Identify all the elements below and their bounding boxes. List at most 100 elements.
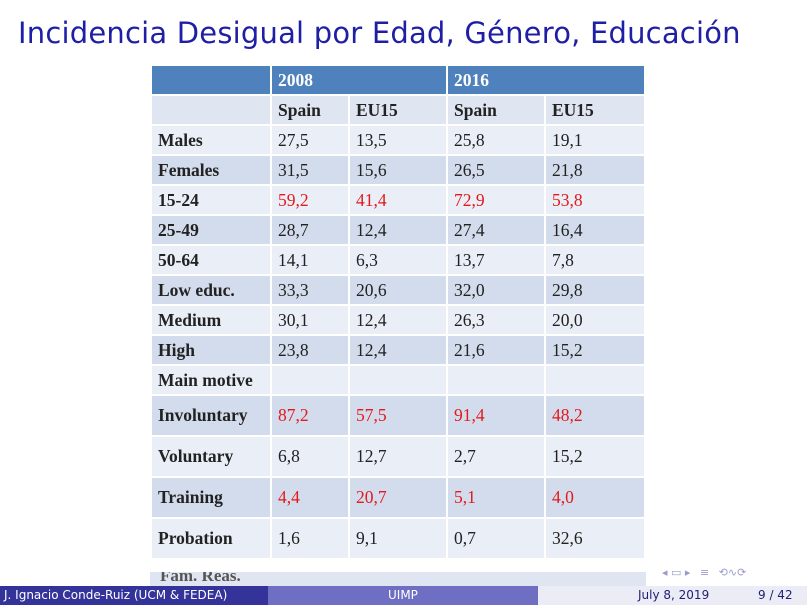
table-cell: 27,4 — [448, 216, 544, 246]
table-cell: 12,4 — [350, 336, 446, 366]
corner-cell — [152, 66, 270, 96]
year-header-2016: 2016 — [448, 66, 644, 96]
table-cell: 32,6 — [546, 519, 644, 560]
table-row: 50-64 14,1 6,3 13,7 7,8 — [152, 246, 644, 276]
table-cell: 7,8 — [546, 246, 644, 276]
slide-title: Incidencia Desigual por Edad, Género, Ed… — [18, 16, 741, 50]
table-row: Probation 1,6 9,1 0,7 32,6 — [152, 519, 644, 560]
table-cell: 0,7 — [448, 519, 544, 560]
cutoff-row-label: Fam. Reas. — [160, 572, 241, 585]
col-header-spain-2008: Spain — [272, 96, 348, 126]
nav-search-icon[interactable]: ⟲∿⟳ — [718, 566, 747, 579]
footer-bar: J. Ignacio Conde-Ruiz (UCM & FEDEA) UIMP… — [0, 586, 807, 605]
table-cell: 16,4 — [546, 216, 644, 246]
row-label: Low educ. — [152, 276, 270, 306]
table-cell: 15,2 — [546, 437, 644, 478]
table-row: 15-24 59,2 41,4 72,9 53,8 — [152, 186, 644, 216]
table-row: Females 31,5 15,6 26,5 21,8 — [152, 156, 644, 186]
footer-author-section: J. Ignacio Conde-Ruiz (UCM & FEDEA) — [0, 586, 268, 605]
table-cell: 1,6 — [272, 519, 348, 560]
table-cell — [448, 366, 544, 396]
table-row: Involuntary 87,2 57,5 91,4 48,2 — [152, 396, 644, 437]
row-label: Males — [152, 126, 270, 156]
footer-date-section: July 8, 2019 9 / 42 — [538, 586, 807, 605]
table-cell: 30,1 — [272, 306, 348, 336]
table-cell: 53,8 — [546, 186, 644, 216]
col-header-spain-2016: Spain — [448, 96, 544, 126]
table-cell: 5,1 — [448, 478, 544, 519]
table-cell: 26,5 — [448, 156, 544, 186]
table-cell: 13,7 — [448, 246, 544, 276]
table-cell: 20,7 — [350, 478, 446, 519]
row-label: 50-64 — [152, 246, 270, 276]
table-cell: 23,8 — [272, 336, 348, 366]
table-row: Voluntary 6,8 12,7 2,7 15,2 — [152, 437, 644, 478]
table-cell: 87,2 — [272, 396, 348, 437]
table-cell: 41,4 — [350, 186, 446, 216]
data-table: 2008 2016 Spain EU15 Spain EU15 Males 27,… — [150, 66, 646, 560]
row-label: Training — [152, 478, 270, 519]
country-header-row: Spain EU15 Spain EU15 — [152, 96, 644, 126]
cutoff-row: Fam. Reas. — [150, 572, 646, 586]
table-cell: 14,1 — [272, 246, 348, 276]
table-row: Low educ. 33,3 20,6 32,0 29,8 — [152, 276, 644, 306]
table-cell: 15,2 — [546, 336, 644, 366]
table-row: Males 27,5 13,5 25,8 19,1 — [152, 126, 644, 156]
row-label: Voluntary — [152, 437, 270, 478]
table-row: 25-49 28,7 12,4 27,4 16,4 — [152, 216, 644, 246]
footer-author: J. Ignacio Conde-Ruiz (UCM & FEDEA) — [4, 588, 228, 602]
table-row: Medium 30,1 12,4 26,3 20,0 — [152, 306, 644, 336]
table-cell: 21,8 — [546, 156, 644, 186]
table-cell: 20,6 — [350, 276, 446, 306]
table-cell: 4,0 — [546, 478, 644, 519]
row-label: Involuntary — [152, 396, 270, 437]
row-label: High — [152, 336, 270, 366]
table-cell: 57,5 — [350, 396, 446, 437]
nav-prev-frame-icon[interactable]: ◂ ▭ ▸ — [662, 566, 691, 579]
table-cell: 6,3 — [350, 246, 446, 276]
col-header-eu15-2016: EU15 — [546, 96, 644, 126]
row-label: Probation — [152, 519, 270, 560]
footer-date: July 8, 2019 — [638, 588, 710, 602]
table-cell: 12,4 — [350, 216, 446, 246]
col-header-eu15-2008: EU15 — [350, 96, 446, 126]
table-cell: 59,2 — [272, 186, 348, 216]
table-cell: 29,8 — [546, 276, 644, 306]
beamer-navigation[interactable]: ◂ ▭ ▸ ≡ ⟲∿⟳ — [662, 566, 752, 579]
table-cell: 28,7 — [272, 216, 348, 246]
table-cell: 32,0 — [448, 276, 544, 306]
table-cell: 19,1 — [546, 126, 644, 156]
table-cell: 25,8 — [448, 126, 544, 156]
row-label: Medium — [152, 306, 270, 336]
corner-cell — [152, 96, 270, 126]
table-cell: 15,6 — [350, 156, 446, 186]
table-cell: 26,3 — [448, 306, 544, 336]
footer-event: UIMP — [388, 588, 418, 602]
table-cell: 31,5 — [272, 156, 348, 186]
table-cell — [546, 366, 644, 396]
nav-section-icon[interactable]: ≡ — [699, 566, 710, 579]
table-cell: 72,9 — [448, 186, 544, 216]
table-cell: 33,3 — [272, 276, 348, 306]
table-cell: 2,7 — [448, 437, 544, 478]
table-cell: 4,4 — [272, 478, 348, 519]
table-cell: 20,0 — [546, 306, 644, 336]
footer-event-section: UIMP — [268, 586, 538, 605]
table-cell: 6,8 — [272, 437, 348, 478]
row-label: 25-49 — [152, 216, 270, 246]
table-cell — [272, 366, 348, 396]
table-cell: 91,4 — [448, 396, 544, 437]
table-row: Training 4,4 20,7 5,1 4,0 — [152, 478, 644, 519]
table-cell: 21,6 — [448, 336, 544, 366]
table-cell — [350, 366, 446, 396]
row-label: Main motive — [152, 366, 270, 396]
table-cell: 48,2 — [546, 396, 644, 437]
table-row: Main motive — [152, 366, 644, 396]
year-header-row: 2008 2016 — [152, 66, 644, 96]
table-cell: 13,5 — [350, 126, 446, 156]
table-cell: 9,1 — [350, 519, 446, 560]
table-cell: 12,4 — [350, 306, 446, 336]
table-cell: 27,5 — [272, 126, 348, 156]
year-header-2008: 2008 — [272, 66, 446, 96]
row-label: 15-24 — [152, 186, 270, 216]
